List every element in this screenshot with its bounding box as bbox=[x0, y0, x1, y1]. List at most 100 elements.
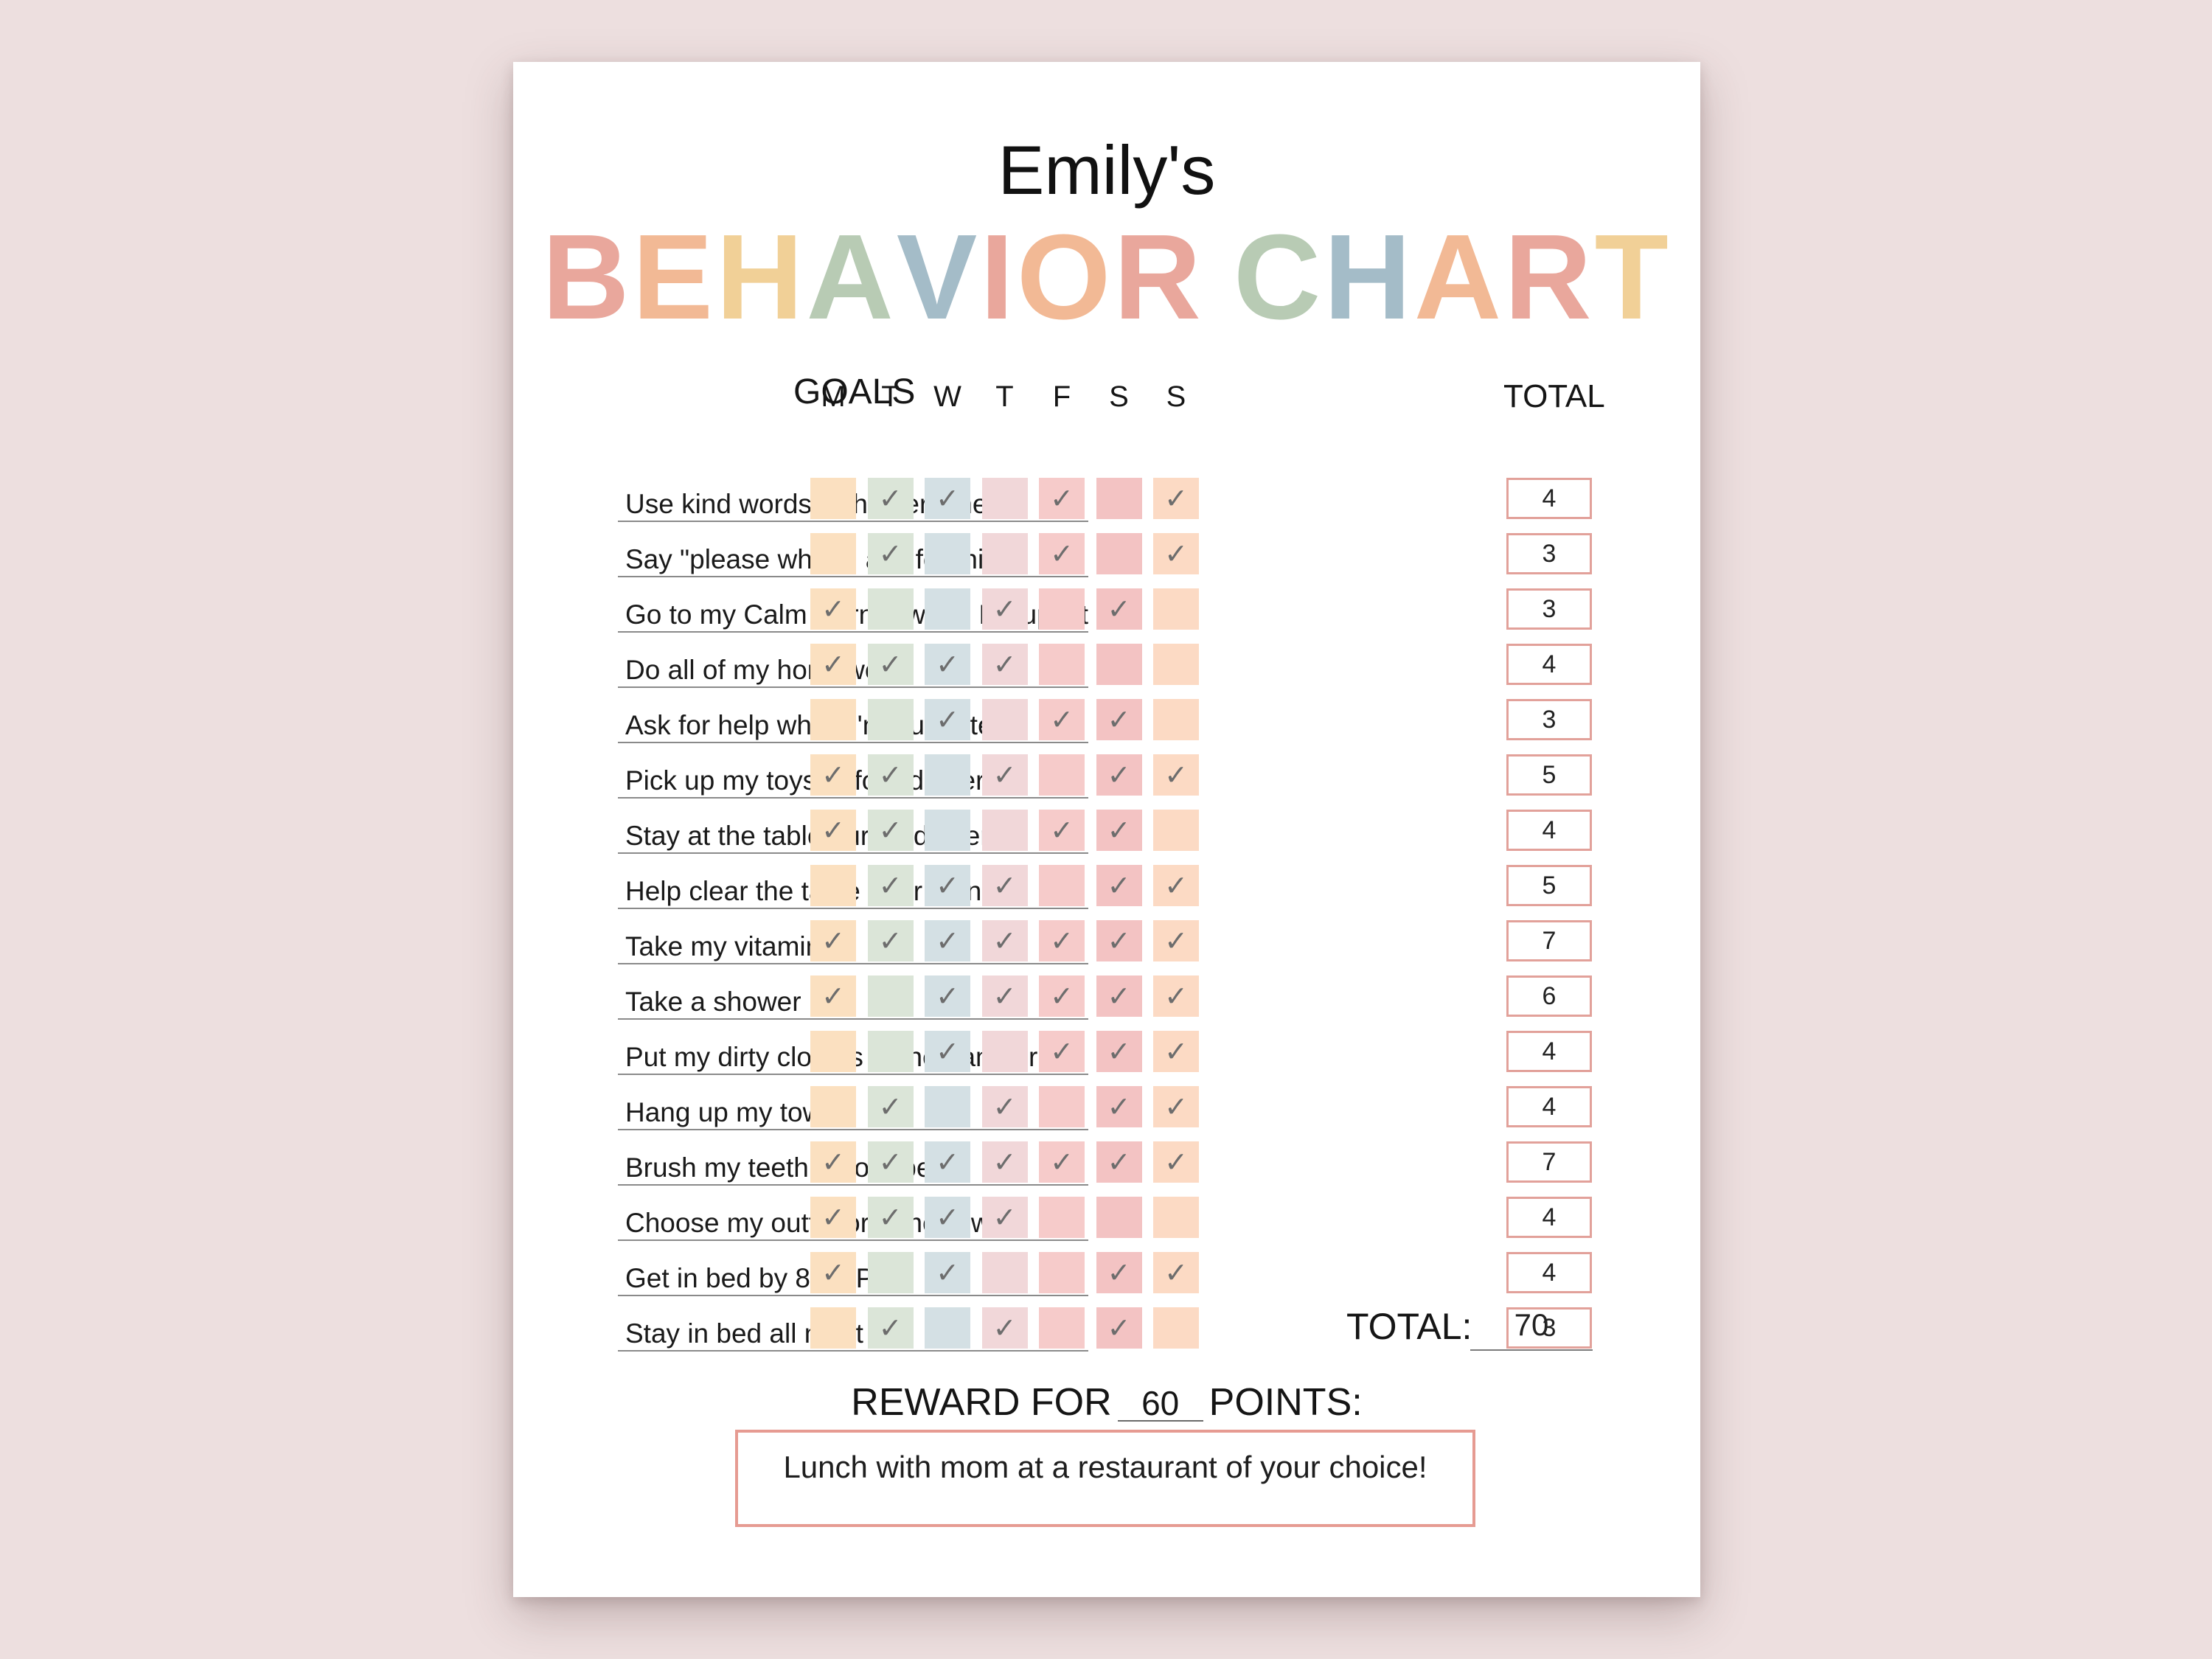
day-checkbox[interactable]: ✓ bbox=[1096, 810, 1142, 851]
day-checkbox[interactable]: ✓ bbox=[925, 1252, 970, 1293]
day-checkbox[interactable] bbox=[1039, 588, 1085, 630]
day-checkbox[interactable] bbox=[1039, 1197, 1085, 1238]
day-checkbox[interactable] bbox=[867, 588, 914, 630]
day-checkbox[interactable]: ✓ bbox=[810, 1197, 856, 1238]
day-checkbox[interactable]: ✓ bbox=[810, 1141, 856, 1183]
day-checkbox[interactable]: ✓ bbox=[867, 1197, 914, 1238]
day-checkbox[interactable]: ✓ bbox=[1153, 865, 1199, 906]
row-total-box[interactable]: 3 bbox=[1506, 588, 1592, 630]
row-total-box[interactable]: 4 bbox=[1506, 644, 1592, 685]
day-checkbox[interactable]: ✓ bbox=[1039, 478, 1085, 519]
day-checkbox[interactable] bbox=[867, 1031, 914, 1072]
day-checkbox[interactable]: ✓ bbox=[1153, 975, 1199, 1017]
day-checkbox[interactable]: ✓ bbox=[1153, 478, 1199, 519]
day-checkbox[interactable] bbox=[925, 754, 970, 796]
day-checkbox[interactable]: ✓ bbox=[1096, 1307, 1142, 1349]
day-checkbox[interactable] bbox=[981, 478, 1028, 519]
day-checkbox[interactable] bbox=[1096, 644, 1142, 685]
day-checkbox[interactable] bbox=[1096, 478, 1142, 519]
day-checkbox[interactable]: ✓ bbox=[1096, 588, 1142, 630]
day-checkbox[interactable]: ✓ bbox=[810, 588, 856, 630]
day-checkbox[interactable]: ✓ bbox=[1039, 810, 1085, 851]
day-checkbox[interactable] bbox=[867, 699, 914, 740]
day-checkbox[interactable] bbox=[981, 533, 1028, 574]
day-checkbox[interactable]: ✓ bbox=[1153, 1252, 1199, 1293]
day-checkbox[interactable]: ✓ bbox=[925, 865, 970, 906]
day-checkbox[interactable] bbox=[810, 533, 856, 574]
day-checkbox[interactable]: ✓ bbox=[1096, 1086, 1142, 1127]
day-checkbox[interactable]: ✓ bbox=[1039, 1141, 1085, 1183]
day-checkbox[interactable]: ✓ bbox=[867, 920, 914, 961]
day-checkbox[interactable] bbox=[1153, 588, 1199, 630]
row-total-box[interactable]: 4 bbox=[1506, 1197, 1592, 1238]
day-checkbox[interactable]: ✓ bbox=[810, 644, 856, 685]
day-checkbox[interactable]: ✓ bbox=[1153, 533, 1199, 574]
row-total-box[interactable]: 3 bbox=[1506, 1307, 1592, 1349]
day-checkbox[interactable] bbox=[925, 588, 970, 630]
day-checkbox[interactable]: ✓ bbox=[925, 1031, 970, 1072]
day-checkbox[interactable]: ✓ bbox=[1039, 975, 1085, 1017]
day-checkbox[interactable] bbox=[1153, 1197, 1199, 1238]
row-total-box[interactable]: 6 bbox=[1506, 975, 1592, 1017]
day-checkbox[interactable]: ✓ bbox=[981, 1197, 1028, 1238]
day-checkbox[interactable] bbox=[810, 699, 856, 740]
day-checkbox[interactable]: ✓ bbox=[925, 478, 970, 519]
row-total-box[interactable]: 5 bbox=[1506, 865, 1592, 906]
day-checkbox[interactable]: ✓ bbox=[867, 1307, 914, 1349]
day-checkbox[interactable] bbox=[925, 1086, 970, 1127]
day-checkbox[interactable]: ✓ bbox=[981, 1086, 1028, 1127]
day-checkbox[interactable] bbox=[1039, 1307, 1085, 1349]
day-checkbox[interactable]: ✓ bbox=[1096, 920, 1142, 961]
row-total-box[interactable]: 4 bbox=[1506, 478, 1592, 519]
row-total-box[interactable]: 3 bbox=[1506, 533, 1592, 574]
reward-box[interactable]: Lunch with mom at a restaurant of your c… bbox=[735, 1430, 1475, 1527]
day-checkbox[interactable]: ✓ bbox=[1153, 1031, 1199, 1072]
day-checkbox[interactable]: ✓ bbox=[810, 810, 856, 851]
day-checkbox[interactable]: ✓ bbox=[810, 920, 856, 961]
day-checkbox[interactable]: ✓ bbox=[867, 533, 914, 574]
day-checkbox[interactable] bbox=[1039, 1086, 1085, 1127]
day-checkbox[interactable]: ✓ bbox=[867, 478, 914, 519]
day-checkbox[interactable] bbox=[1153, 699, 1199, 740]
day-checkbox[interactable]: ✓ bbox=[925, 975, 970, 1017]
day-checkbox[interactable] bbox=[810, 1086, 856, 1127]
day-checkbox[interactable] bbox=[1096, 1197, 1142, 1238]
day-checkbox[interactable] bbox=[1039, 865, 1085, 906]
day-checkbox[interactable]: ✓ bbox=[981, 1307, 1028, 1349]
day-checkbox[interactable]: ✓ bbox=[1096, 1252, 1142, 1293]
day-checkbox[interactable] bbox=[1096, 533, 1142, 574]
day-checkbox[interactable]: ✓ bbox=[867, 1086, 914, 1127]
day-checkbox[interactable]: ✓ bbox=[981, 920, 1028, 961]
day-checkbox[interactable]: ✓ bbox=[925, 1197, 970, 1238]
day-checkbox[interactable] bbox=[810, 1031, 856, 1072]
reward-points-field[interactable]: 60 bbox=[1117, 1386, 1203, 1422]
day-checkbox[interactable] bbox=[1153, 644, 1199, 685]
day-checkbox[interactable]: ✓ bbox=[981, 588, 1028, 630]
day-checkbox[interactable]: ✓ bbox=[981, 865, 1028, 906]
day-checkbox[interactable] bbox=[1153, 1307, 1199, 1349]
day-checkbox[interactable] bbox=[925, 533, 970, 574]
row-total-box[interactable]: 5 bbox=[1506, 754, 1592, 796]
day-checkbox[interactable]: ✓ bbox=[981, 754, 1028, 796]
day-checkbox[interactable]: ✓ bbox=[1153, 1141, 1199, 1183]
day-checkbox[interactable]: ✓ bbox=[1096, 1031, 1142, 1072]
day-checkbox[interactable]: ✓ bbox=[867, 754, 914, 796]
day-checkbox[interactable]: ✓ bbox=[810, 1252, 856, 1293]
day-checkbox[interactable]: ✓ bbox=[810, 975, 856, 1017]
day-checkbox[interactable] bbox=[981, 1252, 1028, 1293]
day-checkbox[interactable] bbox=[1039, 1252, 1085, 1293]
day-checkbox[interactable] bbox=[867, 975, 914, 1017]
day-checkbox[interactable]: ✓ bbox=[867, 644, 914, 685]
day-checkbox[interactable]: ✓ bbox=[925, 1141, 970, 1183]
day-checkbox[interactable]: ✓ bbox=[981, 975, 1028, 1017]
day-checkbox[interactable]: ✓ bbox=[1153, 754, 1199, 796]
day-checkbox[interactable]: ✓ bbox=[925, 699, 970, 740]
day-checkbox[interactable] bbox=[810, 478, 856, 519]
day-checkbox[interactable] bbox=[981, 810, 1028, 851]
day-checkbox[interactable]: ✓ bbox=[1039, 920, 1085, 961]
row-total-box[interactable]: 3 bbox=[1506, 699, 1592, 740]
day-checkbox[interactable] bbox=[981, 699, 1028, 740]
day-checkbox[interactable] bbox=[810, 1307, 856, 1349]
day-checkbox[interactable] bbox=[1039, 644, 1085, 685]
day-checkbox[interactable]: ✓ bbox=[1096, 865, 1142, 906]
